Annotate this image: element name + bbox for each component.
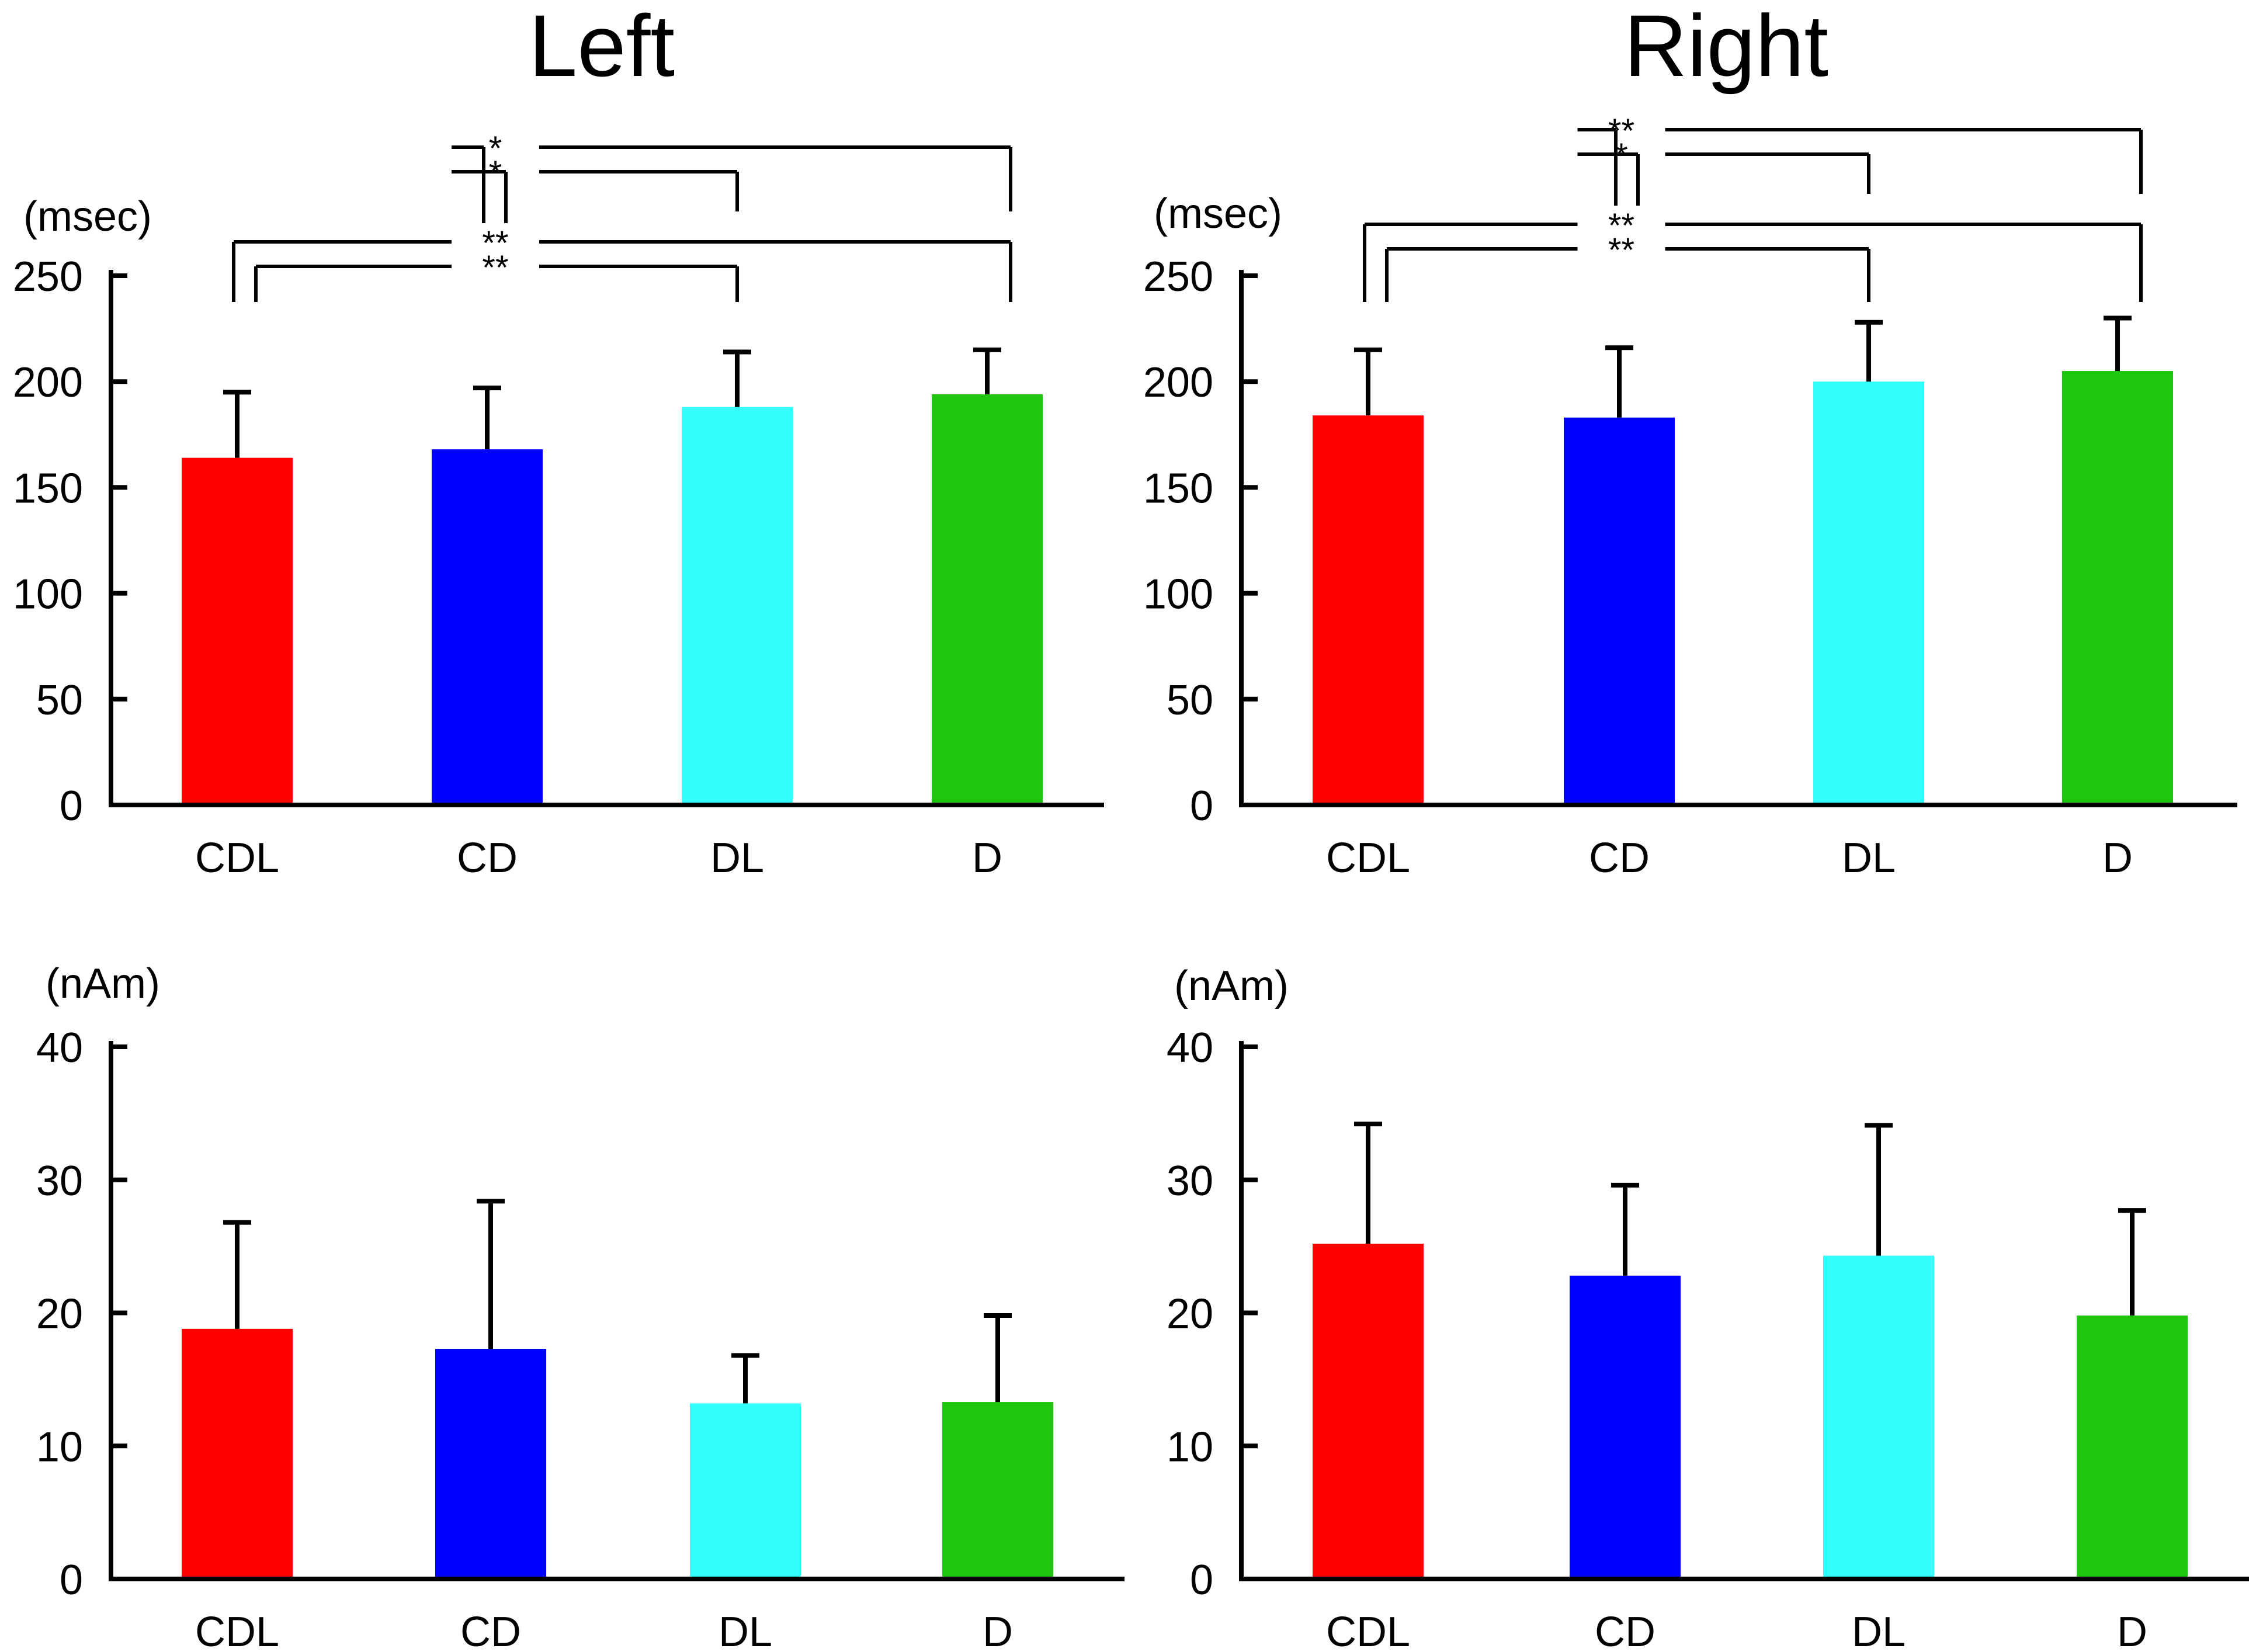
bar-cdl	[182, 1328, 293, 1579]
y-tick-label: 10	[1167, 1424, 1213, 1470]
bar-cd	[1564, 417, 1675, 805]
bar-d	[2062, 371, 2173, 805]
chart-left-amplitude: (nAm) CDL CD DL D 0 10 20 30 40	[36, 960, 1124, 1652]
bar-cdl	[1313, 415, 1424, 805]
y-tick-label: 250	[13, 254, 83, 300]
y-tick-label: 100	[13, 571, 83, 618]
y-axis-unit-label: (nAm)	[46, 960, 160, 1007]
x-tick-label-dl: DL	[719, 1609, 772, 1652]
bar-dl	[1813, 381, 1924, 805]
significance-label: **	[1608, 231, 1634, 269]
bar-d	[942, 1402, 1053, 1579]
x-tick-label-d: D	[983, 1609, 1013, 1652]
y-tick-label: 150	[1143, 465, 1213, 512]
y-tick-label: 250	[1143, 254, 1213, 300]
x-tick-label-cd: CD	[460, 1609, 521, 1652]
y-tick-label: 0	[1190, 1557, 1213, 1604]
bar-cdl	[1313, 1244, 1424, 1579]
y-axis-unit-label: (msec)	[23, 193, 152, 240]
y-axis-unit-label: (msec)	[1154, 190, 1282, 237]
significance-label: **	[482, 224, 508, 262]
significance-brackets: *******	[1363, 112, 2143, 302]
bar-cdl	[182, 457, 293, 805]
significance-label: **	[1608, 112, 1634, 150]
x-tick-label-cd: CD	[1589, 835, 1650, 881]
x-tick-label-cdl: CDL	[1326, 835, 1410, 881]
significance-label: *	[1615, 137, 1628, 175]
x-tick-label-dl: DL	[1842, 835, 1896, 881]
x-tick-label-dl: DL	[710, 835, 764, 881]
bar-dl	[1823, 1255, 1934, 1579]
y-tick-label: 30	[36, 1158, 83, 1205]
charts-group: (msec)CDL CD DL D050100150200250******(msec…	[13, 112, 2249, 1652]
y-tick-label: 0	[1190, 783, 1213, 830]
significance-label: *	[489, 154, 502, 192]
y-tick-label: 100	[1143, 571, 1213, 618]
y-tick-label: 30	[1167, 1158, 1213, 1205]
y-tick-label: 150	[13, 465, 83, 512]
x-tick-label-d: D	[2102, 835, 2133, 881]
y-tick-label: 200	[1143, 359, 1213, 406]
bar-cd	[435, 1348, 546, 1579]
x-tick-label-cd: CD	[457, 835, 518, 881]
chart-right-amplitude: (nAm) CDL CD DL D 0 10 20 30 40	[1167, 963, 2249, 1652]
bar-dl	[682, 407, 793, 805]
significance-brackets: ******	[232, 130, 1012, 302]
bar-dl	[690, 1403, 801, 1579]
y-tick-label: 0	[60, 1557, 83, 1604]
y-tick-label: 40	[36, 1025, 83, 1071]
x-tick-label-cd: CD	[1595, 1609, 1655, 1652]
x-tick-label-d: D	[972, 835, 1002, 881]
y-tick-label: 40	[1167, 1025, 1213, 1071]
y-tick-label: 10	[36, 1424, 83, 1470]
bar-d	[932, 394, 1043, 805]
bar-cd	[1570, 1275, 1681, 1579]
panel-title-left: Left	[529, 0, 675, 95]
y-tick-label: 20	[36, 1291, 83, 1338]
y-tick-label: 50	[1167, 677, 1213, 724]
x-tick-label-d: D	[2117, 1609, 2147, 1652]
significance-label: *	[489, 130, 502, 168]
y-tick-label: 20	[1167, 1291, 1213, 1338]
x-tick-label-cdl: CDL	[1326, 1609, 1410, 1652]
x-tick-label-cdl: CDL	[195, 835, 279, 881]
y-tick-label: 50	[36, 677, 83, 724]
x-tick-label-cdl: CDL	[195, 1609, 279, 1652]
bar-cd	[432, 449, 543, 805]
significance-label: **	[482, 249, 508, 287]
significance-label: **	[1608, 207, 1634, 245]
panel-title-right: Right	[1624, 0, 1828, 95]
y-tick-label: 0	[60, 783, 83, 830]
y-axis-unit-label: (nAm)	[1174, 963, 1289, 1009]
x-tick-label-dl: DL	[1852, 1609, 1906, 1652]
bar-d	[2077, 1316, 2188, 1579]
y-tick-label: 200	[13, 359, 83, 406]
